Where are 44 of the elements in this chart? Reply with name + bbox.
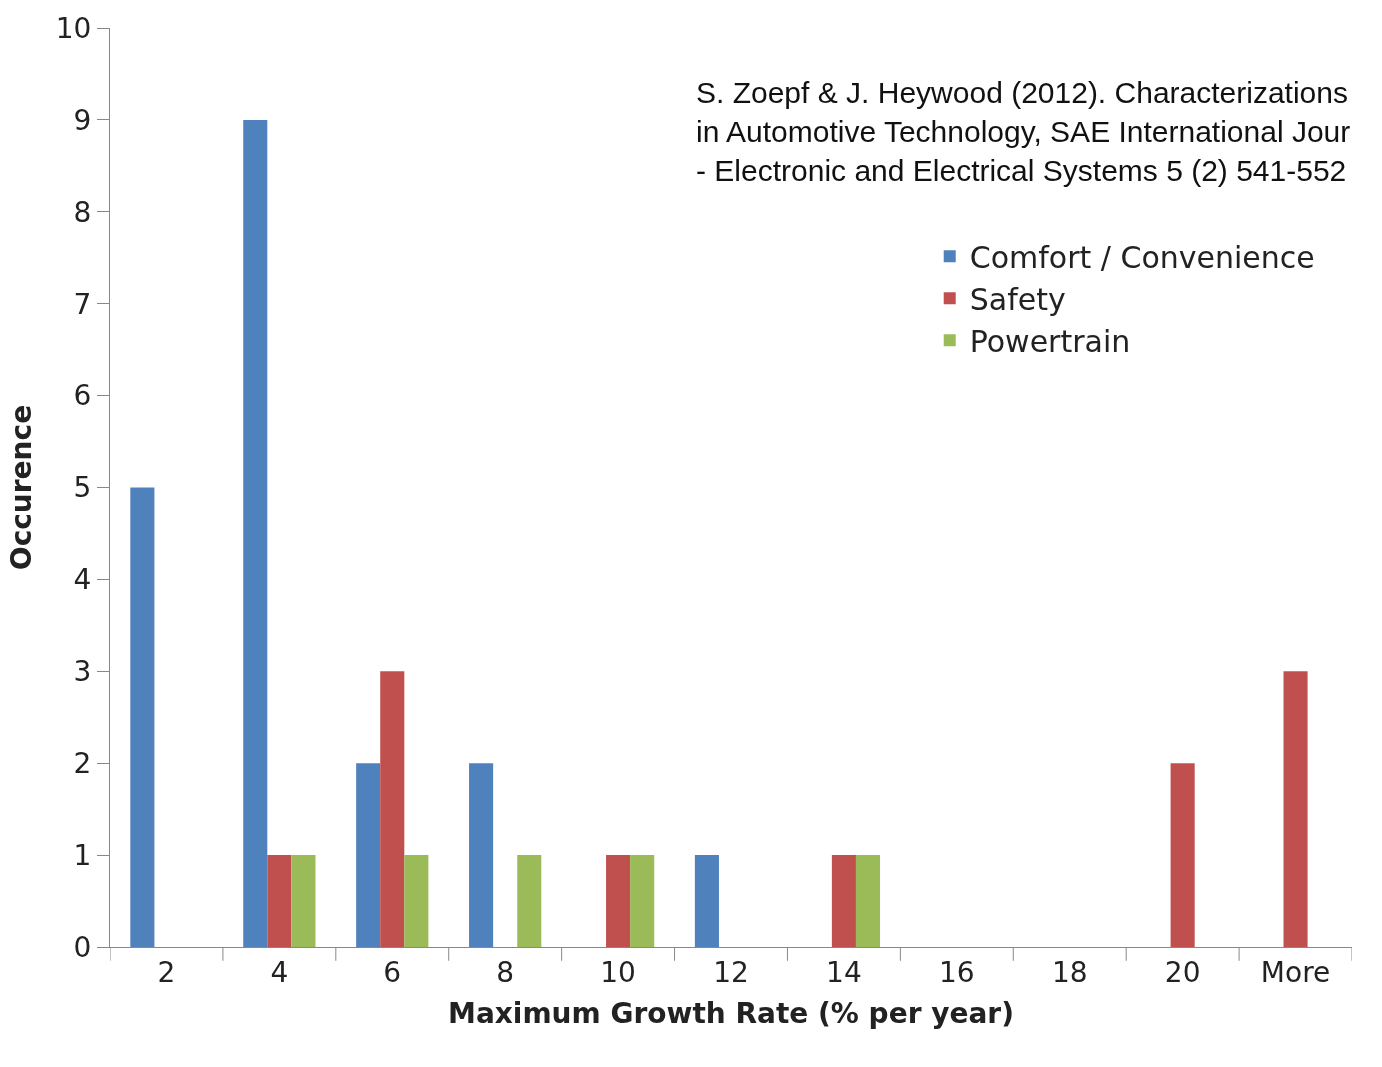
- legend-label: Powertrain: [969, 323, 1131, 359]
- x-tick-label: 6: [383, 955, 402, 989]
- annotation: S. Zoepf & J. Heywood (2012). Characterizations in Automotive Technology, SAE International Jour - Electronic and Electrical Systems 5 (2) 541-552: [696, 76, 1351, 187]
- y-tick-label: 0: [73, 930, 92, 964]
- bar: [291, 855, 316, 947]
- x-axis-title: Maximum Growth Rate (% per year): [448, 996, 1014, 1030]
- x-tick-label: More: [1260, 955, 1331, 989]
- legend-label: Safety: [969, 281, 1066, 317]
- x-tick-label: 16: [939, 955, 975, 989]
- bar: [243, 119, 268, 947]
- x-tick-label: 18: [1051, 955, 1088, 989]
- bar: [1283, 671, 1308, 947]
- x-tick-label: 4: [270, 955, 289, 989]
- bar: [855, 855, 881, 947]
- y-tick-label: 7: [73, 287, 92, 321]
- bar: [130, 487, 155, 947]
- y-tick-label: 1: [73, 838, 92, 872]
- x-tick-label: 20: [1164, 955, 1201, 989]
- y-tick-label: 3: [73, 655, 92, 689]
- bar: [630, 855, 655, 947]
- x-tick-label: 2: [157, 955, 176, 989]
- y-tick-label: 8: [73, 195, 92, 229]
- y-tick-label: 5: [73, 471, 92, 505]
- bar: [469, 763, 494, 947]
- y-tick-label: 6: [73, 379, 92, 413]
- bar: [517, 855, 542, 947]
- x-tick-label: 14: [826, 955, 862, 989]
- y-tick-label: 9: [73, 103, 92, 137]
- y-tick-label: 4: [73, 563, 92, 597]
- y-axis-title: Occurence: [5, 404, 39, 571]
- bar: [606, 855, 631, 947]
- x-tick-label: 10: [600, 955, 636, 989]
- y-tick-label: 2: [73, 747, 92, 780]
- bar: [356, 763, 381, 947]
- bar: [831, 855, 856, 947]
- bar: [380, 671, 405, 947]
- legend-label: Comfort / Convenience: [969, 239, 1315, 275]
- bar: [267, 855, 292, 947]
- x-tick-label: 8: [496, 955, 515, 989]
- y-tick-label: 10: [55, 11, 92, 45]
- bar: [404, 855, 429, 947]
- bar: [694, 855, 719, 947]
- bar: [1170, 763, 1195, 947]
- x-tick-label: 12: [713, 955, 749, 989]
